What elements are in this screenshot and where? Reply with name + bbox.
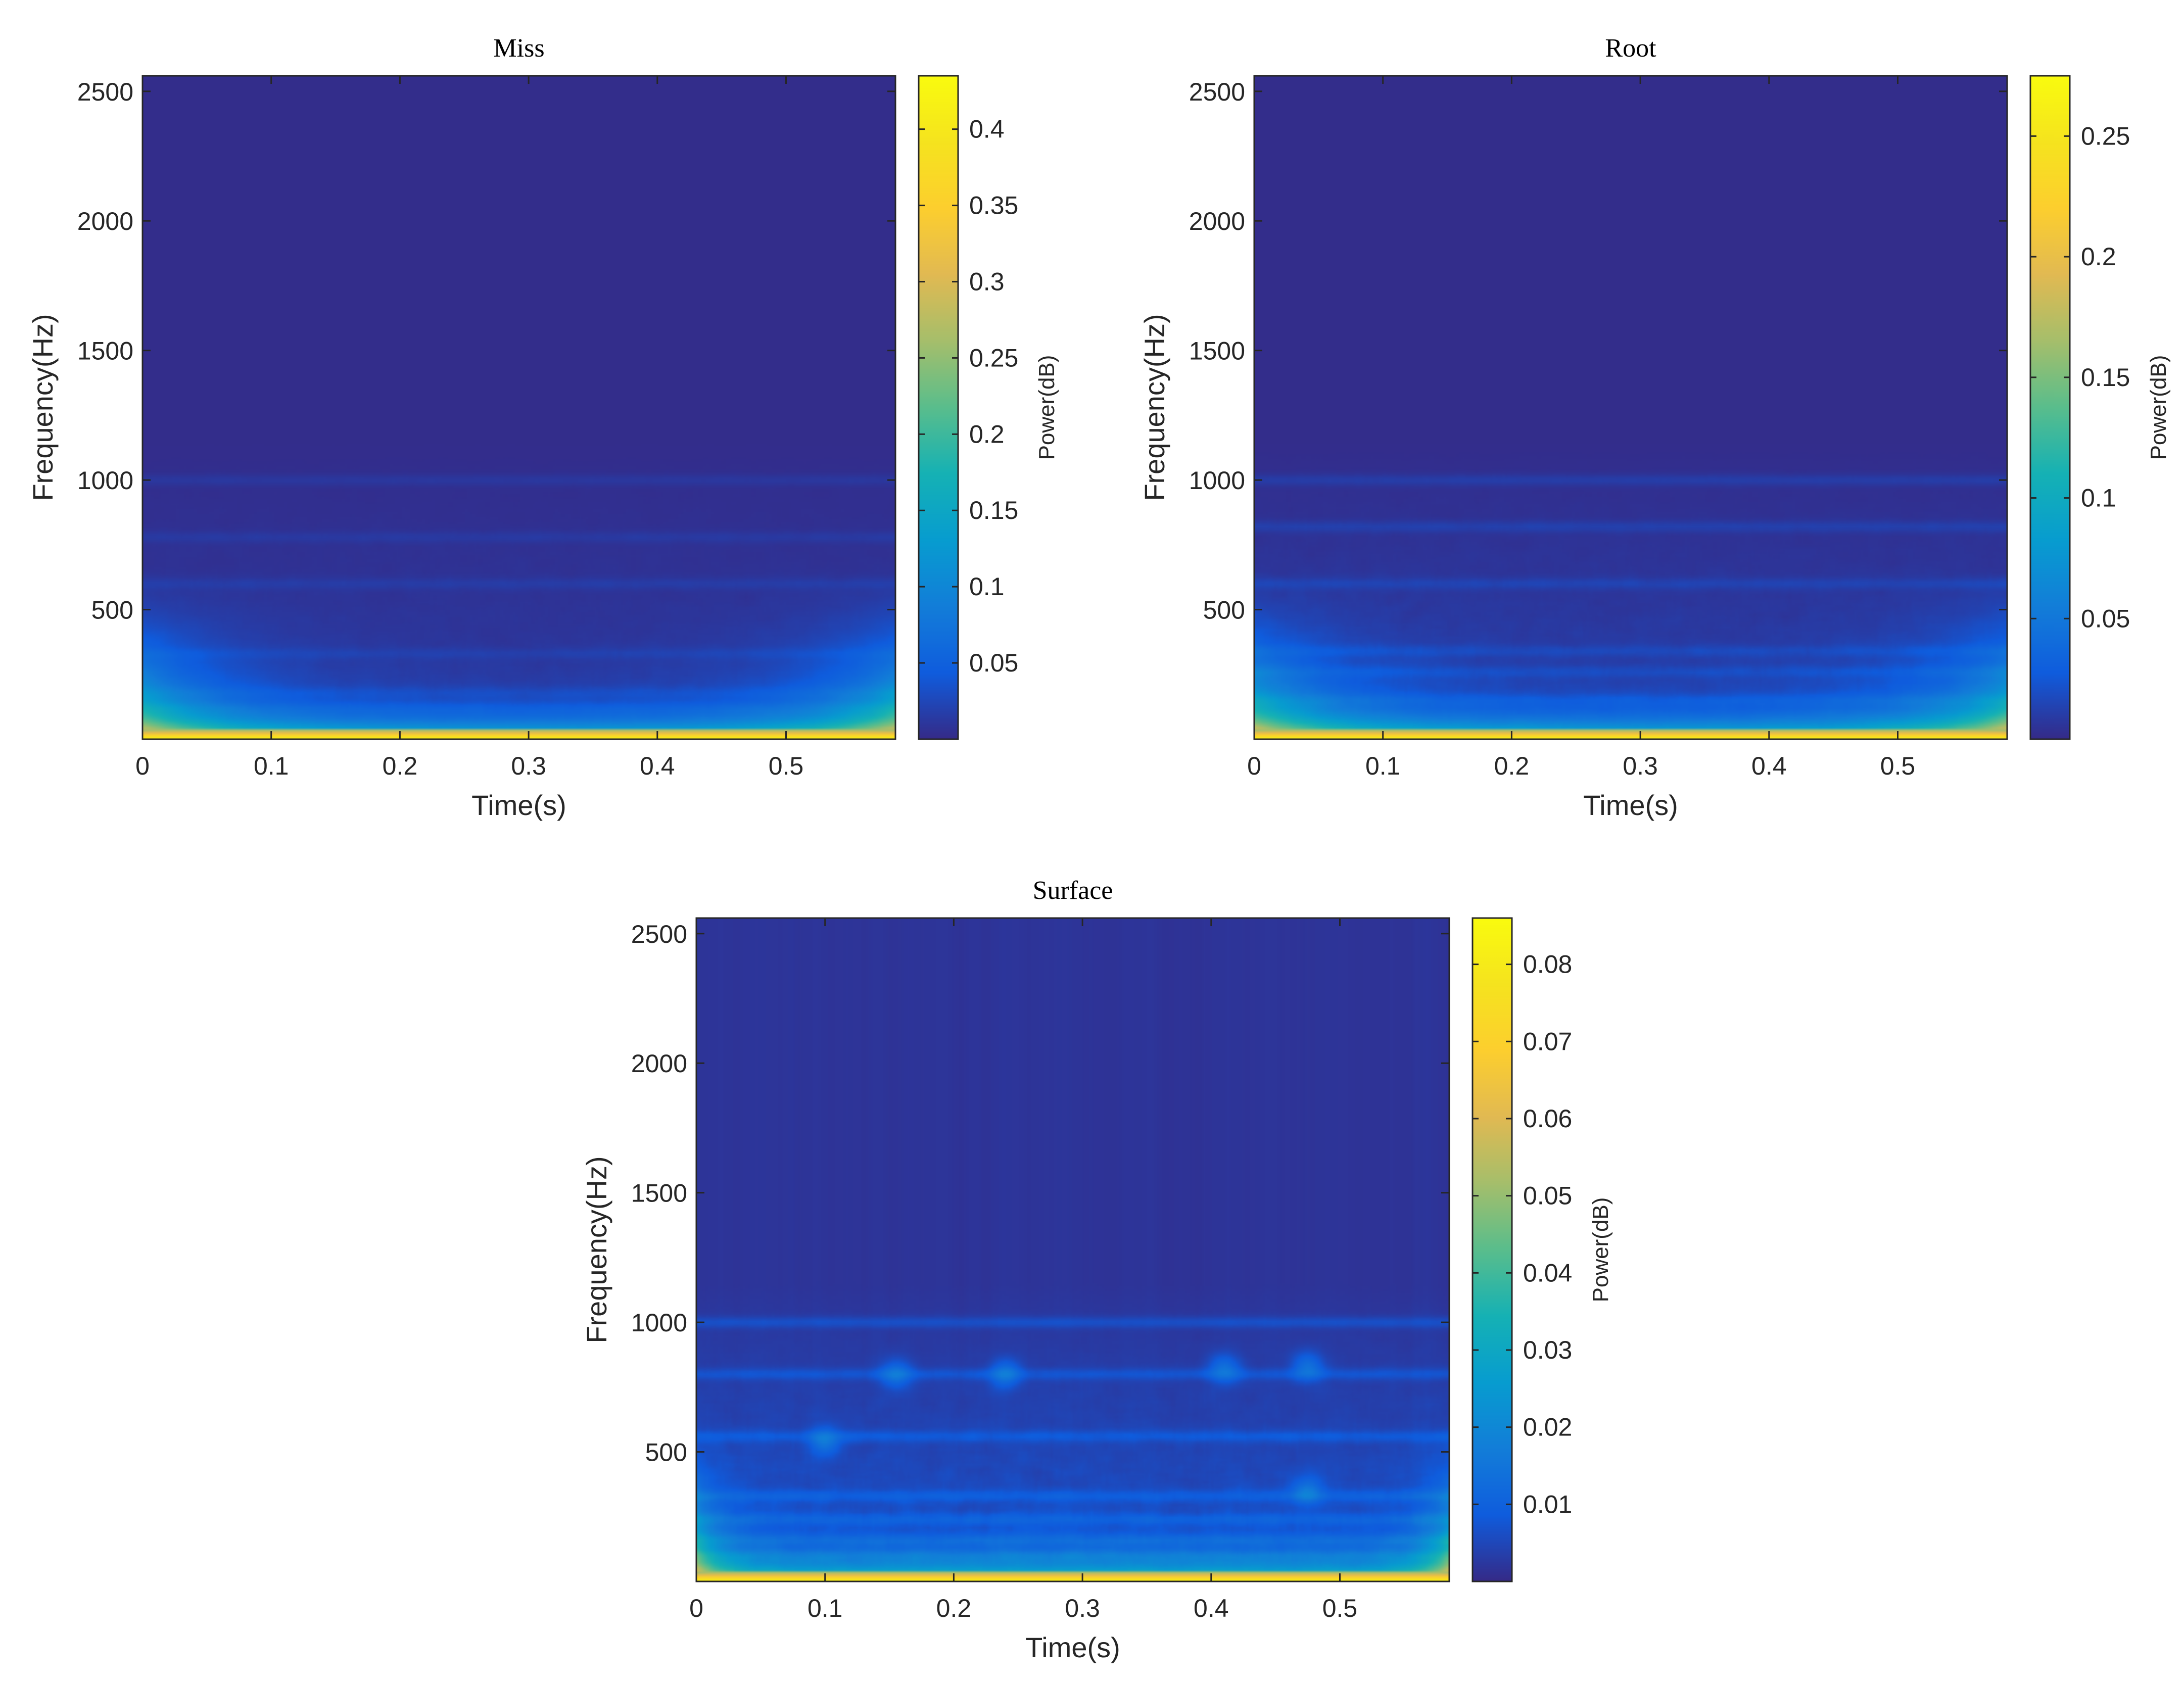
colorbar-tick-label: 0.04 [1523,1259,1572,1287]
colorbar-tick-label: 0.1 [2081,484,2116,512]
spectrogram-image [143,76,895,739]
colorbar-tick-label: 0.3 [969,267,1005,296]
y-tick-label: 1000 [631,1309,687,1337]
plot-frame [695,917,1450,1582]
colorbar-tick-label: 0.25 [969,344,1018,372]
y-tick-label: 500 [91,596,133,624]
x-axis-label: Time(s) [1583,789,1678,821]
y-tick-label: 1500 [77,337,133,365]
y-tick-label: 500 [1203,596,1245,624]
colorbar-tick-label: 0.4 [969,115,1005,143]
y-axis-label: Frequency(Hz) [27,314,59,501]
x-tick-label: 0 [1247,752,1261,780]
spectrogram-panel-root: 0 0.1 0.2 0.3 0.4 0.5 500 1000 1500 2000 2500 Time(… [1138,34,2171,821]
colorbar-tick-label: 0.05 [1523,1182,1572,1210]
x-tick-label: 0.5 [1322,1594,1358,1622]
y-tick-label: 2500 [77,78,133,106]
y-axis-label: Frequency(Hz) [581,1156,612,1343]
spectrogram-image [1254,76,2007,739]
colorbar-tick-label: 0.15 [2081,363,2130,392]
y-tick-label: 500 [645,1438,687,1467]
colorbar-tick-label: 0.25 [2081,122,2130,150]
x-tick-label: 0.3 [511,752,546,780]
x-tick-label: 0.4 [1194,1594,1229,1622]
x-tick-label: 0.1 [808,1594,843,1622]
panel-title: Root [1605,34,1656,63]
spectrogram-image [696,918,1449,1581]
colorbar-tick-label: 0.01 [1523,1490,1572,1518]
x-tick-label: 0.2 [936,1594,972,1622]
colorbar-label: Power(dB) [1034,355,1059,460]
y-tick-label: 1000 [77,466,133,495]
panel-title: Surface [1033,876,1113,905]
colorbar [918,75,959,740]
x-tick-label: 0.5 [769,752,804,780]
plot-frame [1253,75,2008,740]
y-tick-label: 1500 [631,1179,687,1208]
x-tick-label: 0.3 [1065,1594,1100,1622]
y-tick-label: 2500 [1189,78,1245,106]
y-tick-label: 1500 [1189,337,1245,365]
x-tick-label: 0.4 [1751,752,1787,780]
x-tick-label: 0.4 [640,752,675,780]
y-tick-label: 2000 [631,1049,687,1078]
colorbar-tick-label: 0.07 [1523,1027,1572,1055]
panel-title: Miss [493,34,544,63]
colorbar-label: Power(dB) [1588,1197,1613,1303]
x-tick-label: 0.1 [1365,752,1401,780]
plot-frame [141,75,896,740]
colorbar-tick-label: 0.06 [1523,1104,1572,1133]
colorbar-label: Power(dB) [2146,355,2171,460]
colorbar-tick-label: 0.05 [969,649,1018,677]
x-tick-label: 0.2 [383,752,418,780]
colorbar-tick-label: 0.1 [969,572,1005,601]
colorbar-tick-label: 0.2 [2081,243,2116,271]
x-axis-label: Time(s) [471,789,566,821]
colorbar-tick-label: 0.02 [1523,1413,1572,1441]
colorbar-tick-label: 0.35 [969,191,1018,220]
spectrogram-panel-surface: 0 0.1 0.2 0.3 0.4 0.5 500 1000 1500 2000 2500 Time(… [581,876,1613,1663]
y-tick-label: 1000 [1189,466,1245,495]
y-axis-label: Frequency(Hz) [1138,314,1170,501]
x-tick-label: 0.1 [254,752,289,780]
x-tick-label: 0.2 [1494,752,1530,780]
colorbar-tick-label: 0.2 [969,420,1005,448]
x-tick-label: 0 [689,1594,703,1622]
x-axis-label: Time(s) [1025,1631,1120,1663]
colorbar-tick-label: 0.03 [1523,1336,1572,1364]
colorbar-tick-label: 0.05 [2081,604,2130,633]
y-tick-label: 2000 [77,207,133,235]
colorbar [2029,75,2071,740]
spectrogram-panel-miss: 0 0.1 0.2 0.3 0.4 0.5 500 1000 1500 2000 2500 Time(… [27,34,1059,821]
x-tick-label: 0 [135,752,150,780]
x-tick-label: 0.3 [1623,752,1658,780]
y-tick-label: 2500 [631,920,687,948]
colorbar [1471,917,1513,1582]
colorbar-tick-label: 0.08 [1523,950,1572,979]
x-tick-label: 0.5 [1880,752,1916,780]
y-tick-label: 2000 [1189,207,1245,235]
colorbar-tick-label: 0.15 [969,496,1018,524]
